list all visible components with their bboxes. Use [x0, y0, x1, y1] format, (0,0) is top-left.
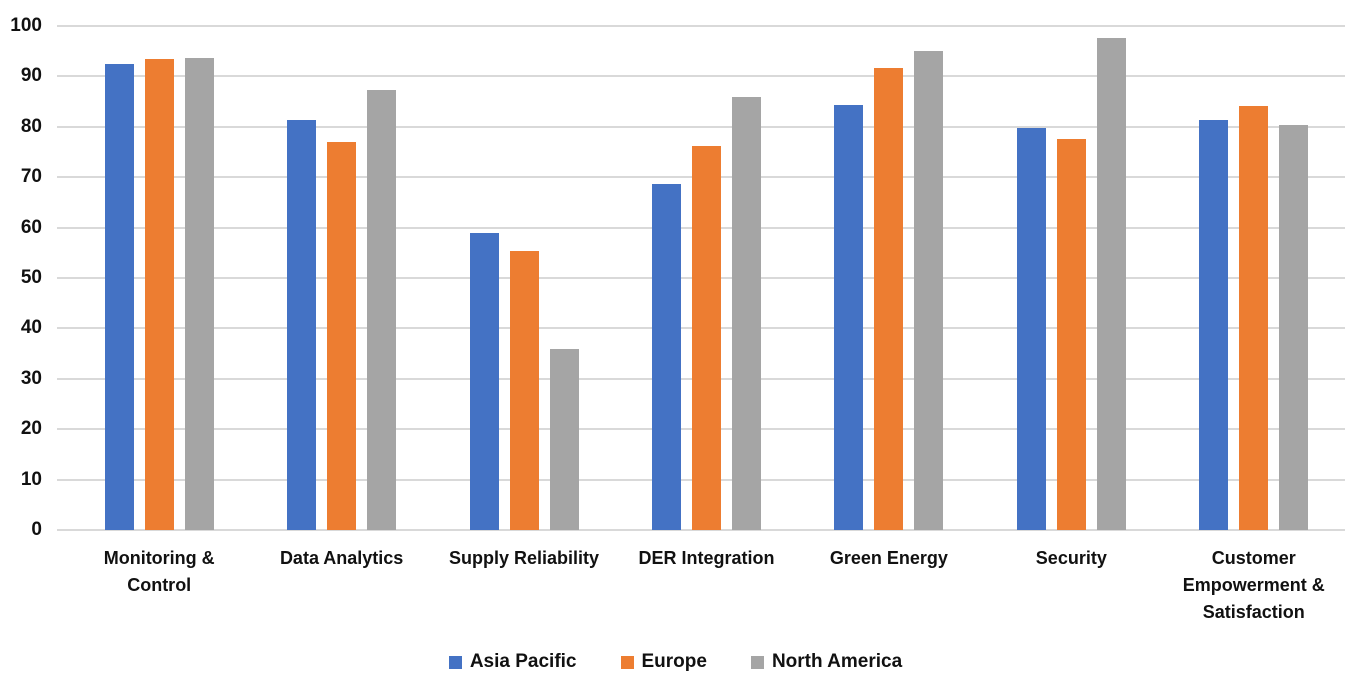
y-tick-label: 30 [20, 367, 42, 389]
bar-group [433, 26, 615, 530]
legend-swatch [620, 655, 634, 669]
y-tick-label: 60 [20, 216, 42, 238]
legend-item: Europe [620, 651, 707, 673]
bar [327, 141, 357, 530]
legend-label: North America [771, 651, 903, 672]
bar [509, 251, 539, 530]
bar-group [1163, 26, 1345, 530]
bar [144, 58, 174, 530]
bar [367, 90, 397, 530]
bar [287, 120, 317, 530]
category-label: Monitoring & Control [103, 548, 215, 595]
bar [1056, 138, 1086, 530]
gridline [57, 125, 1345, 128]
category-label: Green Energy [829, 548, 948, 568]
category-label: Supply Reliability [449, 548, 600, 568]
bar [914, 50, 944, 530]
y-tick-label: 90 [20, 65, 42, 87]
y-tick-label: 10 [20, 468, 42, 490]
bar-group [798, 26, 980, 530]
bar-group [250, 26, 432, 530]
bar [1016, 128, 1046, 530]
bar-group [68, 26, 250, 530]
y-tick-label: 40 [20, 317, 42, 339]
gridline [57, 75, 1345, 78]
y-tick-label: 80 [20, 115, 42, 137]
legend-swatch [448, 655, 462, 669]
category-label: DER Integration [638, 548, 775, 568]
y-tick-label: 50 [20, 267, 42, 288]
bar [691, 146, 721, 530]
y-tick-label: 70 [20, 166, 42, 188]
bar [874, 68, 904, 530]
legend-item: Asia Pacific [448, 651, 577, 673]
bar [184, 57, 214, 530]
category-label: Data Analytics [279, 548, 404, 568]
gridline [57, 25, 1345, 27]
bar [651, 183, 681, 530]
category-label: Customer Empowerment & Satisfaction [1182, 548, 1325, 622]
category-label: Security [1035, 548, 1107, 568]
bar [469, 232, 499, 530]
bar [1239, 106, 1269, 530]
legend-label: Asia Pacific [469, 651, 577, 672]
bar [1199, 119, 1229, 530]
bar [834, 105, 864, 530]
bar [731, 96, 761, 530]
y-tick-label: 0 [31, 519, 42, 540]
bar [549, 348, 579, 530]
gridline [57, 529, 1345, 531]
legend-item: North America [750, 651, 903, 673]
x-axis: Monitoring & Control Data Analytics Supply… [68, 545, 1345, 626]
legend-swatch [750, 655, 764, 669]
y-tick-label: 100 [10, 15, 42, 36]
bar [1279, 125, 1309, 530]
legend-label: Europe [641, 651, 707, 672]
bar-groups [68, 26, 1345, 530]
bar [104, 63, 134, 530]
y-axis: 0 10 20 30 40 50 60 70 80 90 100 [0, 15, 56, 540]
bar-group [615, 26, 797, 530]
y-tick-label: 20 [20, 418, 42, 440]
legend: Asia Pacific Europe North America [0, 651, 1351, 673]
plot-area [57, 25, 1345, 531]
bar-group [980, 26, 1162, 530]
bar [1096, 37, 1126, 530]
